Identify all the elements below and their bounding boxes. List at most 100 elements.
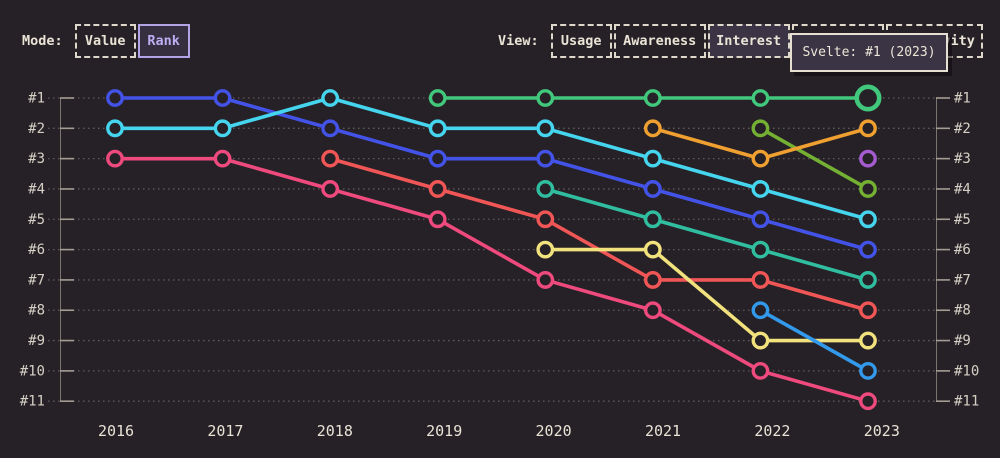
- point-orange-2021[interactable]: [643, 119, 662, 138]
- year-label: 2023: [864, 422, 900, 440]
- rank-label-right: #10: [954, 363, 979, 379]
- rank-label-right: #1: [954, 91, 971, 107]
- point-cyan-2020[interactable]: [536, 119, 555, 138]
- point-cyan-2021[interactable]: [643, 149, 662, 168]
- year-label: 2022: [754, 422, 790, 440]
- line-light-blue: [758, 308, 870, 373]
- point-blue-2020[interactable]: [536, 149, 555, 168]
- point-yellow-2023[interactable]: [859, 331, 877, 350]
- view-option-interest[interactable]: Interest: [707, 24, 790, 58]
- rank-label-right: #2: [954, 121, 971, 137]
- point-red-2019[interactable]: [428, 180, 447, 198]
- rank-label-left: #11: [20, 394, 45, 410]
- point-red-2022[interactable]: [751, 271, 770, 289]
- point-teal-2021[interactable]: [643, 210, 662, 229]
- mode-buttons: Value Rank: [74, 24, 190, 58]
- line-olive: [758, 126, 870, 191]
- rank-label-right: #7: [954, 272, 971, 288]
- rank-label-right: #5: [954, 212, 971, 228]
- point-cyan-2023[interactable]: [859, 210, 877, 229]
- line-pink: [113, 156, 870, 404]
- point-cyan-2022[interactable]: [751, 180, 770, 198]
- point-cyan-2017[interactable]: [213, 119, 232, 138]
- point-yellow-2022[interactable]: [751, 331, 770, 350]
- point-blue-2023[interactable]: [859, 240, 877, 259]
- point-svelte-green-2021[interactable]: [643, 89, 662, 107]
- year-label: 2020: [536, 422, 572, 440]
- rank-label-left: #9: [28, 333, 45, 349]
- point-cyan-2019[interactable]: [428, 119, 447, 138]
- point-pink-2023[interactable]: [859, 392, 877, 411]
- point-teal-2023[interactable]: [859, 271, 877, 289]
- point-teal-2020[interactable]: [536, 180, 555, 198]
- line-red: [328, 156, 870, 313]
- point-svelte-green-2022[interactable]: [751, 89, 770, 107]
- rank-label-right: #3: [954, 151, 971, 167]
- year-label: 2019: [426, 422, 462, 440]
- point-orange-2023[interactable]: [859, 119, 877, 138]
- point-pink-2018[interactable]: [321, 180, 340, 198]
- rank-label-right: #11: [954, 394, 979, 410]
- point-yellow-2021[interactable]: [643, 240, 662, 259]
- point-blue-2021[interactable]: [643, 180, 662, 198]
- line-cyan: [113, 96, 870, 222]
- rank-label-left: #7: [28, 272, 45, 288]
- mode-label: Mode:: [22, 33, 63, 49]
- view-option-usage[interactable]: Usage: [550, 24, 612, 58]
- rank-label-left: #5: [28, 212, 45, 228]
- mode-option-rank[interactable]: Rank: [137, 24, 190, 58]
- rank-label-left: #2: [28, 121, 45, 137]
- mode-toggle-group: Mode: Value Rank: [22, 24, 190, 58]
- view-option-awareness[interactable]: Awareness: [613, 24, 706, 58]
- rank-label-left: #3: [28, 151, 45, 167]
- point-yellow-2020[interactable]: [536, 240, 555, 259]
- mode-option-value[interactable]: Value: [74, 24, 136, 58]
- point-blue-2019[interactable]: [428, 149, 447, 168]
- year-label: 2017: [207, 422, 243, 440]
- line-blue: [113, 96, 870, 252]
- point-blue-2017[interactable]: [213, 89, 232, 107]
- point-olive-2023[interactable]: [859, 180, 877, 198]
- series-lines: [113, 96, 870, 404]
- point-blue-2022[interactable]: [751, 210, 770, 229]
- point-pink-2020[interactable]: [536, 271, 555, 289]
- point-pink-2021[interactable]: [643, 301, 662, 320]
- point-blue-2016[interactable]: [106, 89, 124, 107]
- rank-label-left: #8: [28, 303, 45, 319]
- point-pink-2019[interactable]: [428, 210, 447, 229]
- point-purple-2023[interactable]: [859, 149, 877, 168]
- view-label: View:: [498, 33, 539, 49]
- point-cyan-2016[interactable]: [106, 119, 124, 138]
- point-svelte-green-2023[interactable]: [854, 84, 882, 112]
- rank-label-right: #9: [954, 333, 971, 349]
- point-olive-2022[interactable]: [751, 119, 770, 138]
- year-label: 2016: [98, 422, 134, 440]
- series-points: [106, 84, 882, 411]
- point-svelte-green-2019[interactable]: [428, 89, 447, 107]
- point-orange-2022[interactable]: [751, 149, 770, 168]
- rank-label-left: #1: [28, 91, 45, 107]
- rank-label-left: #6: [28, 242, 45, 258]
- point-light-blue-2022[interactable]: [751, 301, 770, 320]
- year-label: 2018: [317, 422, 353, 440]
- point-light-blue-2023[interactable]: [859, 361, 877, 380]
- point-pink-2016[interactable]: [106, 149, 124, 168]
- rank-label-right: #4: [954, 181, 971, 197]
- year-label: 2021: [645, 422, 681, 440]
- point-blue-2018[interactable]: [321, 119, 340, 138]
- line-teal: [543, 187, 870, 282]
- point-svelte-green-2020[interactable]: [536, 89, 555, 107]
- point-red-2020[interactable]: [536, 210, 555, 229]
- rank-label-right: #8: [954, 303, 971, 319]
- point-red-2021[interactable]: [643, 271, 662, 289]
- point-teal-2022[interactable]: [751, 240, 770, 259]
- point-pink-2022[interactable]: [751, 361, 770, 380]
- rank-label-left: #10: [20, 363, 45, 379]
- point-cyan-2018[interactable]: [321, 89, 340, 107]
- point-red-2018[interactable]: [321, 149, 340, 168]
- point-pink-2017[interactable]: [213, 149, 232, 168]
- point-red-2023[interactable]: [859, 301, 877, 320]
- rank-label-right: #6: [954, 242, 971, 258]
